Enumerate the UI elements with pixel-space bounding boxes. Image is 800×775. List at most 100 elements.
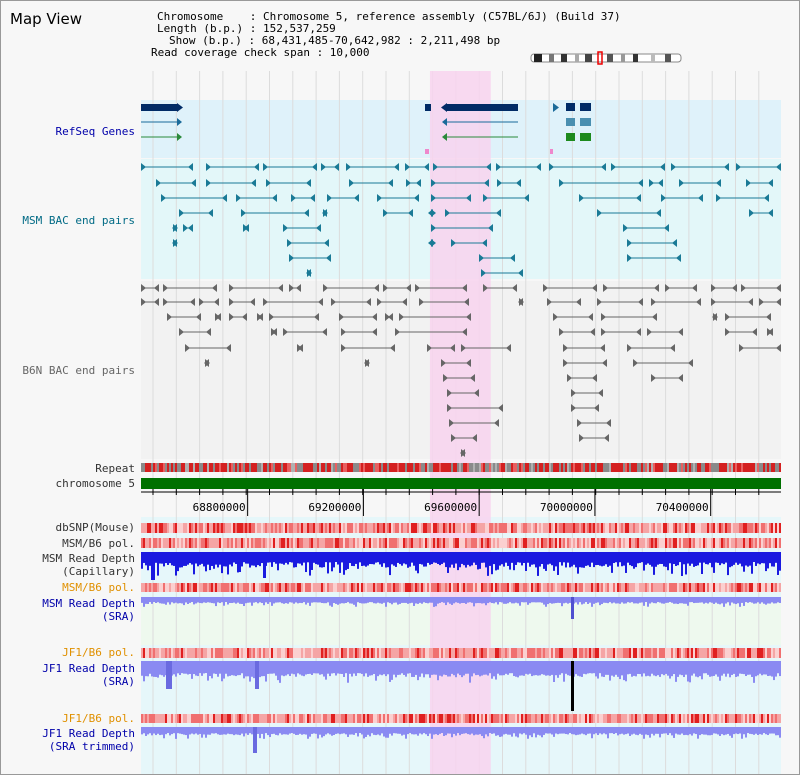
msm-capillary-depth: [321, 552, 323, 568]
msm-b6-pol-density: [313, 583, 315, 592]
jf1-sra-trimmed-depth: [653, 727, 655, 736]
dbsnp-density: [261, 523, 263, 533]
msm-sra-depth: [553, 597, 555, 604]
dbsnp-density: [415, 523, 417, 533]
jf1-sra-depth: [181, 661, 183, 674]
repeat-segment: [229, 463, 231, 472]
msm-b6-pol-density: [777, 583, 779, 592]
b6n-bac-pair-end: [571, 404, 576, 412]
refseq-gene-track[interactable]: [141, 103, 591, 154]
jf1-b6-pol-density: [553, 714, 555, 723]
jf1-sra-trimmed-depth: [545, 727, 547, 734]
msm-b6-pol-density: [771, 583, 773, 592]
msm-sra-depth: [501, 597, 503, 603]
jf1-b6-pol-density: [575, 714, 577, 723]
dbsnp-density: [647, 523, 649, 533]
repeat-segment: [671, 463, 673, 472]
msm-capillary-depth: [661, 552, 663, 565]
jf1-sra-depth: [413, 661, 415, 677]
msm-bac-track[interactable]: [141, 163, 781, 277]
msm-b6-pol-density: [579, 583, 581, 592]
jf1-sra-trimmed-depth: [763, 727, 765, 734]
msm-b6-pol-density: [181, 538, 183, 548]
repeat-segment: [273, 463, 275, 472]
jf1-sra-trimmed-depth: [315, 727, 317, 734]
label-b6n-bac: B6N BAC end pairs: [22, 364, 135, 377]
chromosome-ideogram[interactable]: [530, 51, 682, 65]
msm-sra-depth: [647, 597, 649, 607]
msm-sra-depth: [147, 597, 149, 604]
jf1-b6-pol-density: [667, 648, 669, 658]
jf1-b6-pol-density: [635, 648, 637, 658]
label-repeat: Repeat: [95, 462, 135, 475]
msm-capillary-depth: [525, 552, 527, 571]
jf1-b6-pol-density: [735, 714, 737, 723]
jf1-b6-pol-density: [293, 714, 295, 723]
jf1-b6-pol-density: [341, 714, 343, 723]
repeat-segment: [723, 463, 725, 472]
msm-capillary-depth: [605, 552, 607, 565]
repeat-segment: [409, 463, 411, 472]
msm-b6-pol-density: [729, 538, 731, 548]
jf1-b6-pol-density: [313, 648, 315, 658]
jf1-b6-pol-density: [597, 648, 599, 658]
jf1-b6-pol-density: [161, 714, 163, 723]
jf1-b6-pol-density: [383, 714, 385, 723]
msm-capillary-depth: [685, 552, 687, 575]
b6n-bac-track[interactable]: [141, 284, 781, 457]
jf1-sra-depth: [515, 661, 517, 677]
jf1-sra-depth: [703, 661, 705, 674]
jf1-b6-pol-density: [701, 648, 703, 658]
jf1-sra-depth: [389, 661, 391, 682]
jf1-sra-depth: [343, 661, 345, 677]
jf1-b6-pol-density: [245, 648, 247, 658]
msm-b6-pol-density: [187, 538, 189, 548]
msm-b6-pol-density: [653, 538, 655, 548]
msm-bac-pair-end: [354, 194, 359, 202]
msm-b6-pol-density: [217, 583, 219, 592]
msm-b6-pol-density: [639, 538, 641, 548]
repeat-segment: [473, 463, 475, 472]
jf1-sra-depth: [607, 661, 609, 675]
msm-capillary-depth: [479, 552, 481, 569]
msm-sra-depth: [269, 597, 271, 603]
repeat-segment: [605, 463, 607, 472]
jf1-sra-trimmed-depth: [283, 727, 285, 735]
msm-capillary-depth: [445, 552, 447, 568]
dbsnp-density: [321, 523, 323, 533]
dbsnp-density: [467, 523, 469, 533]
jf1-b6-pol-density: [555, 648, 557, 658]
jf1-b6-pol-density: [149, 648, 151, 658]
jf1-sra-depth: [233, 661, 235, 676]
msm-b6-pol-density: [319, 583, 321, 592]
jf1-sra-trimmed-depth: [667, 727, 669, 735]
msm-b6-pol-density: [529, 583, 531, 592]
msm-sra-depth: [635, 597, 637, 604]
msm-sra-depth: [661, 597, 663, 604]
msm-b6-pol-density: [329, 538, 331, 548]
jf1-sra-depth: [569, 661, 571, 676]
repeat-segment: [173, 463, 175, 472]
msm-b6-pol-density: [403, 538, 405, 548]
msm-b6-pol-density: [169, 583, 171, 592]
msm-b6-pol-density: [447, 583, 449, 592]
msm-b6-pol-density: [441, 583, 443, 592]
b6n-bac-pair-end: [741, 284, 746, 292]
msm-b6-pol-density: [451, 583, 453, 592]
jf1-sra-depth: [183, 661, 185, 674]
msm-capillary-depth: [719, 552, 721, 566]
jf1-sra-depth: [435, 661, 437, 675]
jf1-b6-pol-density: [695, 714, 697, 723]
dbsnp-density: [371, 523, 373, 533]
jf1-sra-depth: [523, 661, 525, 676]
jf1-sra-depth: [325, 661, 327, 680]
jf1-b6-pol-density: [251, 648, 253, 658]
msm-b6-pol-density: [575, 583, 577, 592]
jf1-b6-pol-density: [753, 714, 755, 723]
msm-b6-pol-density: [453, 538, 455, 548]
msm-b6-pol-density: [159, 538, 161, 548]
msm-b6-pol-density: [705, 583, 707, 592]
jf1-sra-depth: [291, 661, 293, 674]
msm-b6-pol-density: [247, 583, 249, 592]
